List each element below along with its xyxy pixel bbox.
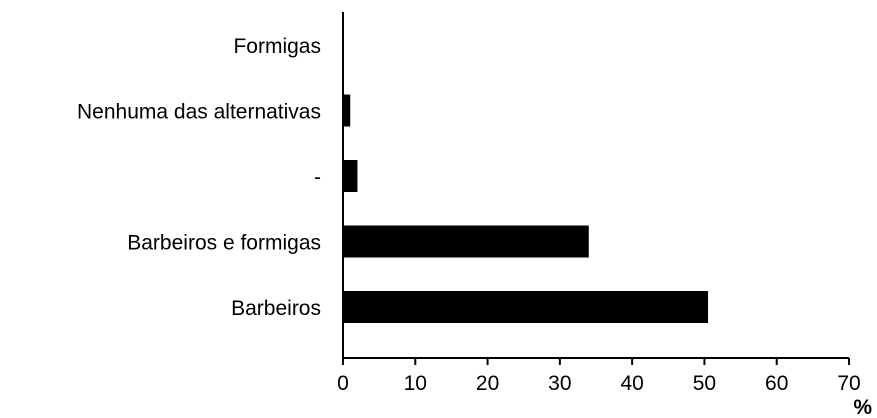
bar-nenhuma-das-alternativas — [343, 94, 351, 127]
x-tick-label-70: 70 — [837, 372, 860, 395]
x-tick-label-50: 50 — [693, 372, 716, 395]
bar-dash — [343, 160, 358, 192]
x-tick-label-30: 30 — [548, 372, 571, 395]
category-label-nenhuma-das-alternativas: Nenhuma das alternativas — [77, 101, 321, 124]
category-label-barbeiros: Barbeiros — [231, 297, 321, 320]
x-tick-label-20: 20 — [476, 372, 499, 395]
category-labels: Formigas Nenhuma das alternativas - Barbeir… — [77, 35, 321, 320]
x-tick-label-0: 0 — [337, 372, 349, 395]
category-label-barbeiros-e-formigas: Barbeiros e formigas — [127, 232, 321, 255]
x-axis-unit-label: % — [853, 396, 872, 418]
bar-barbeiros — [343, 291, 709, 323]
bars-group — [343, 94, 709, 323]
category-label-dash: - — [314, 166, 321, 189]
bar-barbeiros-e-formigas — [343, 225, 589, 258]
category-label-formigas: Formigas — [233, 35, 321, 58]
x-tick-label-10: 10 — [404, 372, 427, 395]
x-tick-label-60: 60 — [765, 372, 788, 395]
x-axis-ticks: 0 10 20 30 40 50 60 70 — [337, 358, 861, 395]
x-tick-label-40: 40 — [620, 372, 643, 395]
